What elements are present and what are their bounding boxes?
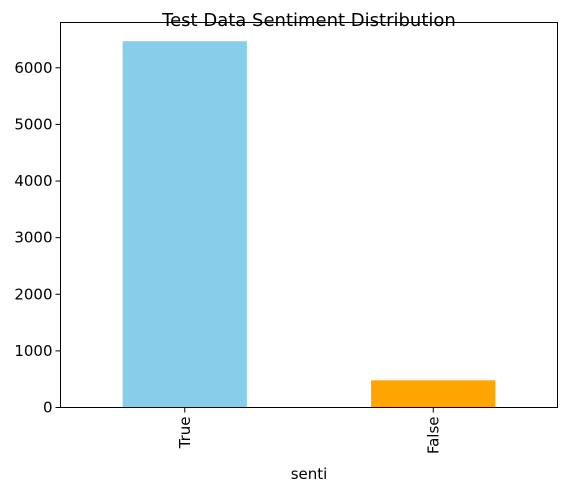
y-tick-label: 2000 [14,285,52,303]
y-tick-label: 5000 [14,115,52,133]
y-tick-label: 1000 [14,342,52,360]
x-axis-label: senti [291,465,328,483]
x-tick-label-false: False [424,417,442,455]
bars-group [122,41,496,408]
bar-false [371,380,496,408]
y-tick-label: 3000 [14,229,52,247]
bar-true [122,41,247,408]
x-axis-ticks: True False [176,407,442,455]
y-tick-label: 4000 [14,172,52,190]
plot-frame [60,22,558,408]
x-tick-label-true: True [176,417,194,450]
y-tick-label: 6000 [14,59,52,77]
y-axis-ticks: 0 1000 2000 3000 4000 5000 6000 [14,59,61,417]
y-tick-label: 0 [43,399,53,417]
chart-title: Test Data Sentiment Distribution [161,10,456,31]
